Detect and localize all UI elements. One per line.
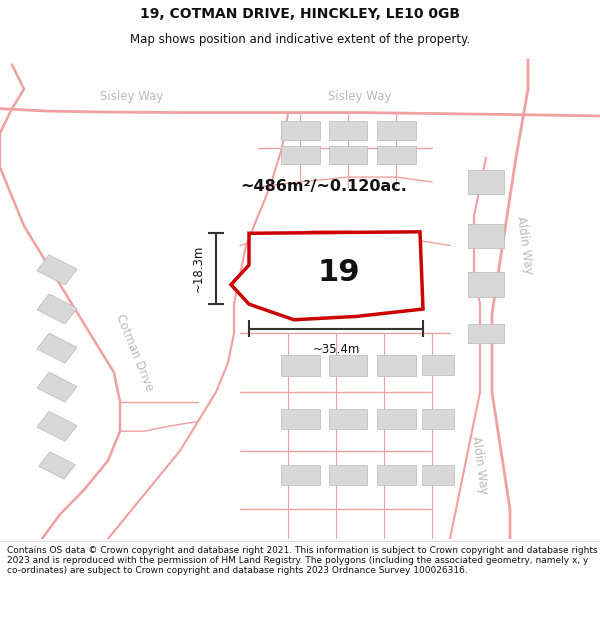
Polygon shape [281,409,320,429]
Text: Contains OS data © Crown copyright and database right 2021. This information is : Contains OS data © Crown copyright and d… [7,546,598,576]
Polygon shape [329,146,367,164]
Text: Map shows position and indicative extent of the property.: Map shows position and indicative extent… [130,32,470,46]
Polygon shape [468,224,504,248]
Polygon shape [421,409,455,429]
Polygon shape [421,356,455,375]
Polygon shape [281,121,320,140]
Polygon shape [468,272,504,297]
Text: ~35.4m: ~35.4m [313,343,359,356]
Polygon shape [37,411,77,441]
Polygon shape [468,170,504,194]
Text: 19: 19 [317,258,361,287]
Text: Sisley Way: Sisley Way [328,90,392,103]
Polygon shape [377,121,415,140]
Text: Cotman Drive: Cotman Drive [113,312,157,393]
Polygon shape [322,267,356,297]
Text: ~18.3m: ~18.3m [192,245,205,292]
Polygon shape [468,324,504,343]
Text: ~486m²/~0.120ac.: ~486m²/~0.120ac. [240,179,407,194]
Polygon shape [37,255,77,285]
Polygon shape [231,232,423,320]
Polygon shape [377,146,415,164]
Polygon shape [281,146,320,164]
Polygon shape [377,465,415,486]
Polygon shape [281,465,320,486]
Polygon shape [377,355,415,376]
Polygon shape [37,333,77,363]
Polygon shape [329,465,367,486]
Text: Aldin Way: Aldin Way [514,216,536,276]
Polygon shape [421,466,455,485]
Polygon shape [37,372,77,402]
Polygon shape [281,355,320,376]
Polygon shape [329,409,367,429]
Polygon shape [39,452,75,479]
Polygon shape [377,409,415,429]
Polygon shape [329,355,367,376]
Text: Aldin Way: Aldin Way [469,436,491,496]
Text: Sisley Way: Sisley Way [100,90,164,103]
Polygon shape [329,121,367,140]
Text: 19, COTMAN DRIVE, HINCKLEY, LE10 0GB: 19, COTMAN DRIVE, HINCKLEY, LE10 0GB [140,7,460,21]
Polygon shape [37,294,77,324]
